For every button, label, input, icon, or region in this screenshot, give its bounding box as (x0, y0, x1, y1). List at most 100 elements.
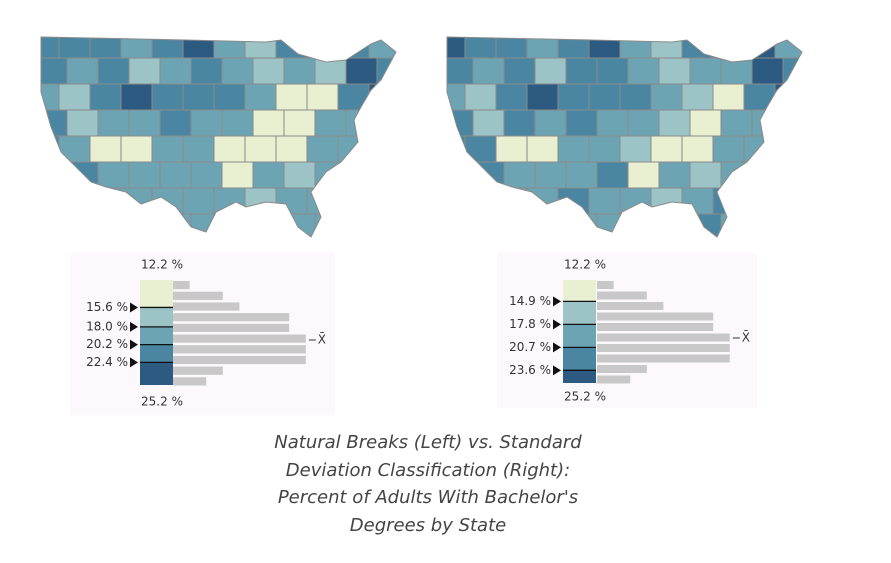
state (565, 109, 598, 137)
state (447, 109, 474, 137)
state (151, 37, 184, 59)
state (472, 161, 505, 189)
state (751, 109, 784, 137)
histogram-bar (597, 333, 730, 342)
class-swatch (563, 324, 596, 348)
state (526, 135, 559, 163)
state (41, 83, 60, 111)
break-pointer (553, 319, 561, 330)
break-label: 22.4 % (86, 355, 128, 369)
state (751, 57, 784, 85)
state (97, 109, 130, 137)
state (345, 161, 378, 189)
state (658, 109, 691, 137)
break-pointer (130, 321, 138, 332)
state (658, 213, 691, 237)
state (252, 213, 285, 237)
state (221, 161, 254, 189)
state (314, 161, 347, 189)
state (751, 213, 784, 237)
state (337, 187, 370, 215)
state (751, 161, 784, 189)
state (464, 37, 497, 59)
state (596, 57, 629, 85)
state (58, 83, 91, 111)
state (275, 187, 308, 215)
range-min-label: 12.2 % (141, 258, 183, 272)
state (720, 109, 753, 137)
break-label: 15.6 % (86, 300, 128, 314)
class-swatch (140, 326, 173, 345)
state (345, 57, 378, 85)
state (782, 161, 802, 189)
state (283, 109, 316, 137)
state (58, 37, 91, 59)
caption-line: Deviation Classification (Right): (286, 460, 570, 481)
histogram-bar (173, 345, 306, 354)
break-label: 18.0 % (86, 319, 128, 333)
state (565, 57, 598, 85)
state (596, 109, 629, 137)
state (596, 161, 629, 189)
state (159, 161, 192, 189)
state (526, 37, 559, 59)
break-pointer (130, 339, 138, 350)
state (534, 213, 567, 237)
state (190, 161, 223, 189)
state (128, 109, 161, 137)
state (213, 83, 246, 111)
state (743, 187, 776, 215)
state (120, 83, 153, 111)
state (447, 83, 466, 111)
state (244, 135, 277, 163)
state (314, 213, 347, 237)
state (588, 83, 621, 111)
state (128, 57, 161, 85)
class-swatch (563, 301, 596, 325)
state (774, 135, 802, 163)
state (464, 135, 497, 163)
class-swatch (563, 370, 596, 383)
state (495, 187, 528, 215)
states (447, 37, 802, 237)
state (159, 57, 192, 85)
histogram-bar (597, 312, 714, 321)
state (503, 161, 536, 189)
state (213, 135, 246, 163)
range-max-label: 25.2 % (564, 390, 606, 404)
histogram-bar (597, 375, 631, 384)
class-swatch (563, 280, 596, 302)
class-swatch (140, 362, 173, 385)
state (97, 57, 130, 85)
state (283, 161, 316, 189)
state (221, 213, 254, 237)
state (681, 83, 714, 111)
state (619, 187, 652, 215)
state (495, 135, 528, 163)
state (650, 83, 683, 111)
state (689, 57, 722, 85)
state (689, 161, 722, 189)
state (244, 187, 277, 215)
state (190, 57, 223, 85)
state (128, 213, 161, 237)
histogram-bar (173, 291, 223, 300)
state (720, 213, 753, 237)
state (712, 37, 745, 59)
class-swatch (140, 344, 173, 363)
break-pointer (553, 342, 561, 353)
state (376, 213, 396, 237)
state (283, 57, 316, 85)
state (337, 135, 370, 163)
country-outline (446, 36, 803, 238)
state (275, 83, 308, 111)
histogram-bar (597, 291, 647, 300)
state (306, 83, 339, 111)
histogram-bar (597, 344, 730, 352)
state (534, 161, 567, 189)
state (66, 57, 99, 85)
histogram-bar (597, 302, 664, 310)
state (368, 135, 396, 163)
state (447, 37, 466, 59)
